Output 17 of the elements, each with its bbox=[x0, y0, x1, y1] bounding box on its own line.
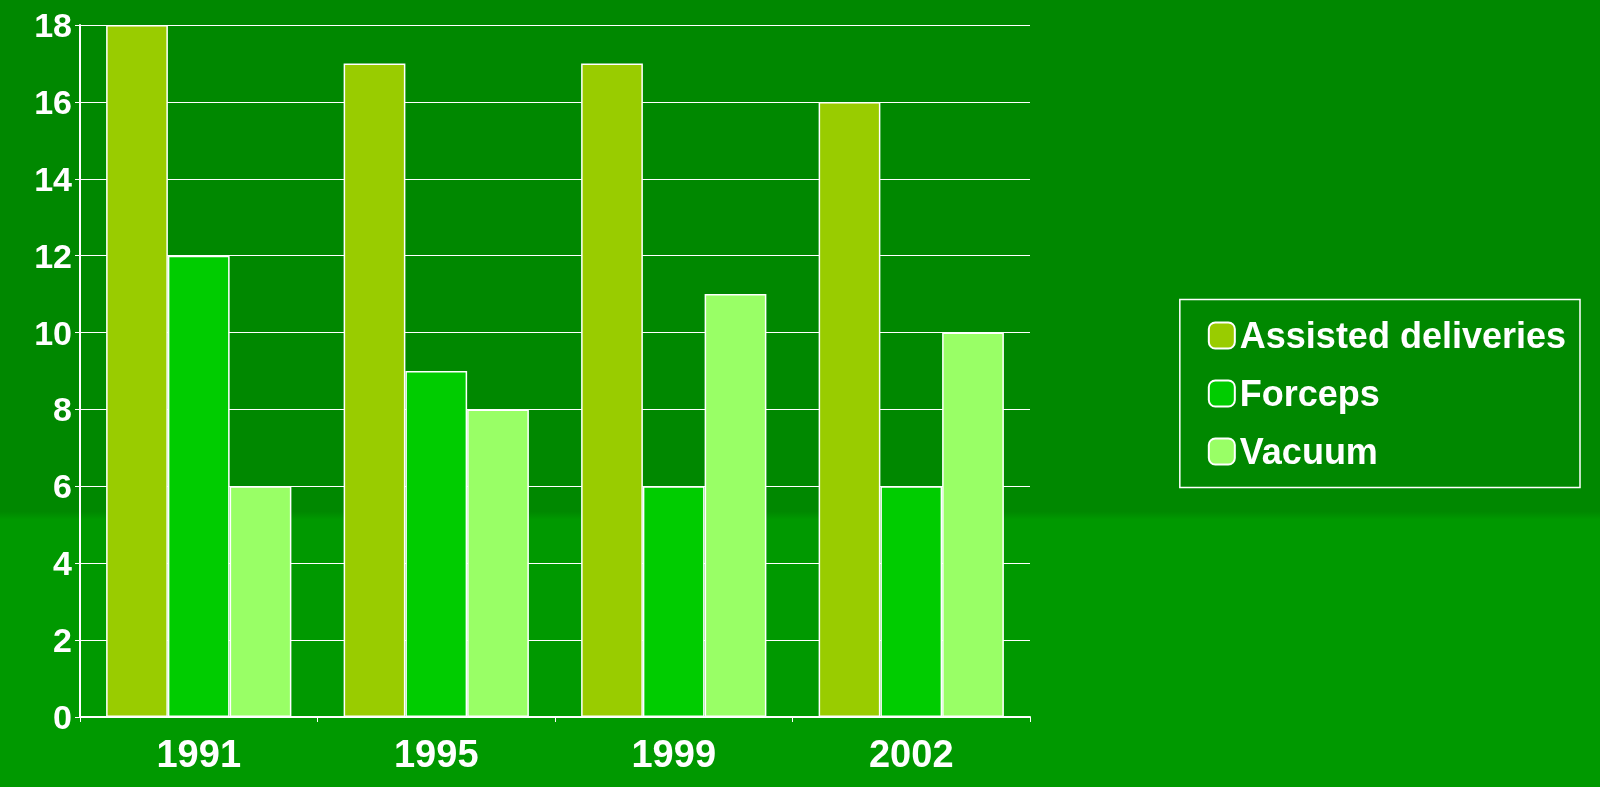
legend-label: Forceps bbox=[1239, 373, 1380, 414]
x-tick-label: 2002 bbox=[868, 733, 954, 775]
y-tick-label: 4 bbox=[53, 544, 73, 583]
x-tick-label: 1991 bbox=[156, 733, 242, 775]
y-tick-label: 16 bbox=[34, 82, 72, 121]
x-tick-label: 1995 bbox=[393, 733, 479, 775]
legend-label: Vacuum bbox=[1239, 431, 1378, 472]
y-tick-label: 2 bbox=[53, 621, 72, 660]
x-tick-label: 1999 bbox=[631, 733, 717, 775]
y-tick-label: 8 bbox=[53, 390, 72, 429]
y-tick-label: 10 bbox=[34, 313, 72, 352]
y-tick-label: 0 bbox=[53, 698, 72, 736]
y-tick-label: 6 bbox=[53, 467, 72, 506]
y-tick-label: 12 bbox=[34, 236, 72, 275]
legend-label: Assisted deliveries bbox=[1239, 315, 1567, 356]
y-tick-label: 18 bbox=[34, 6, 72, 44]
y-tick-label: 14 bbox=[34, 159, 73, 198]
